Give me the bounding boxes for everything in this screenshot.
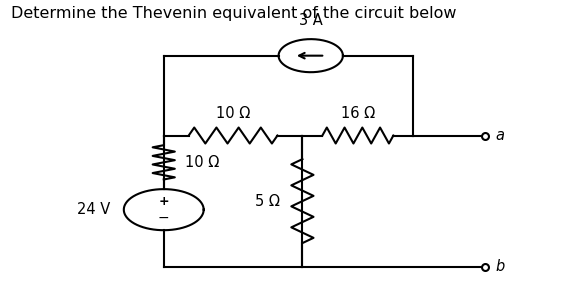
Text: Determine the Thevenin equivalent of the circuit below: Determine the Thevenin equivalent of the…	[11, 6, 457, 21]
Text: 10 Ω: 10 Ω	[185, 155, 219, 170]
Text: b: b	[495, 259, 505, 274]
Text: 10 Ω: 10 Ω	[216, 106, 250, 121]
Text: 5 Ω: 5 Ω	[255, 194, 280, 209]
Text: +: +	[158, 195, 169, 207]
Text: −: −	[158, 210, 170, 224]
Text: a: a	[495, 128, 504, 143]
Text: 16 Ω: 16 Ω	[341, 106, 375, 121]
Text: 24 V: 24 V	[76, 202, 110, 217]
Text: 3 A: 3 A	[299, 13, 323, 28]
